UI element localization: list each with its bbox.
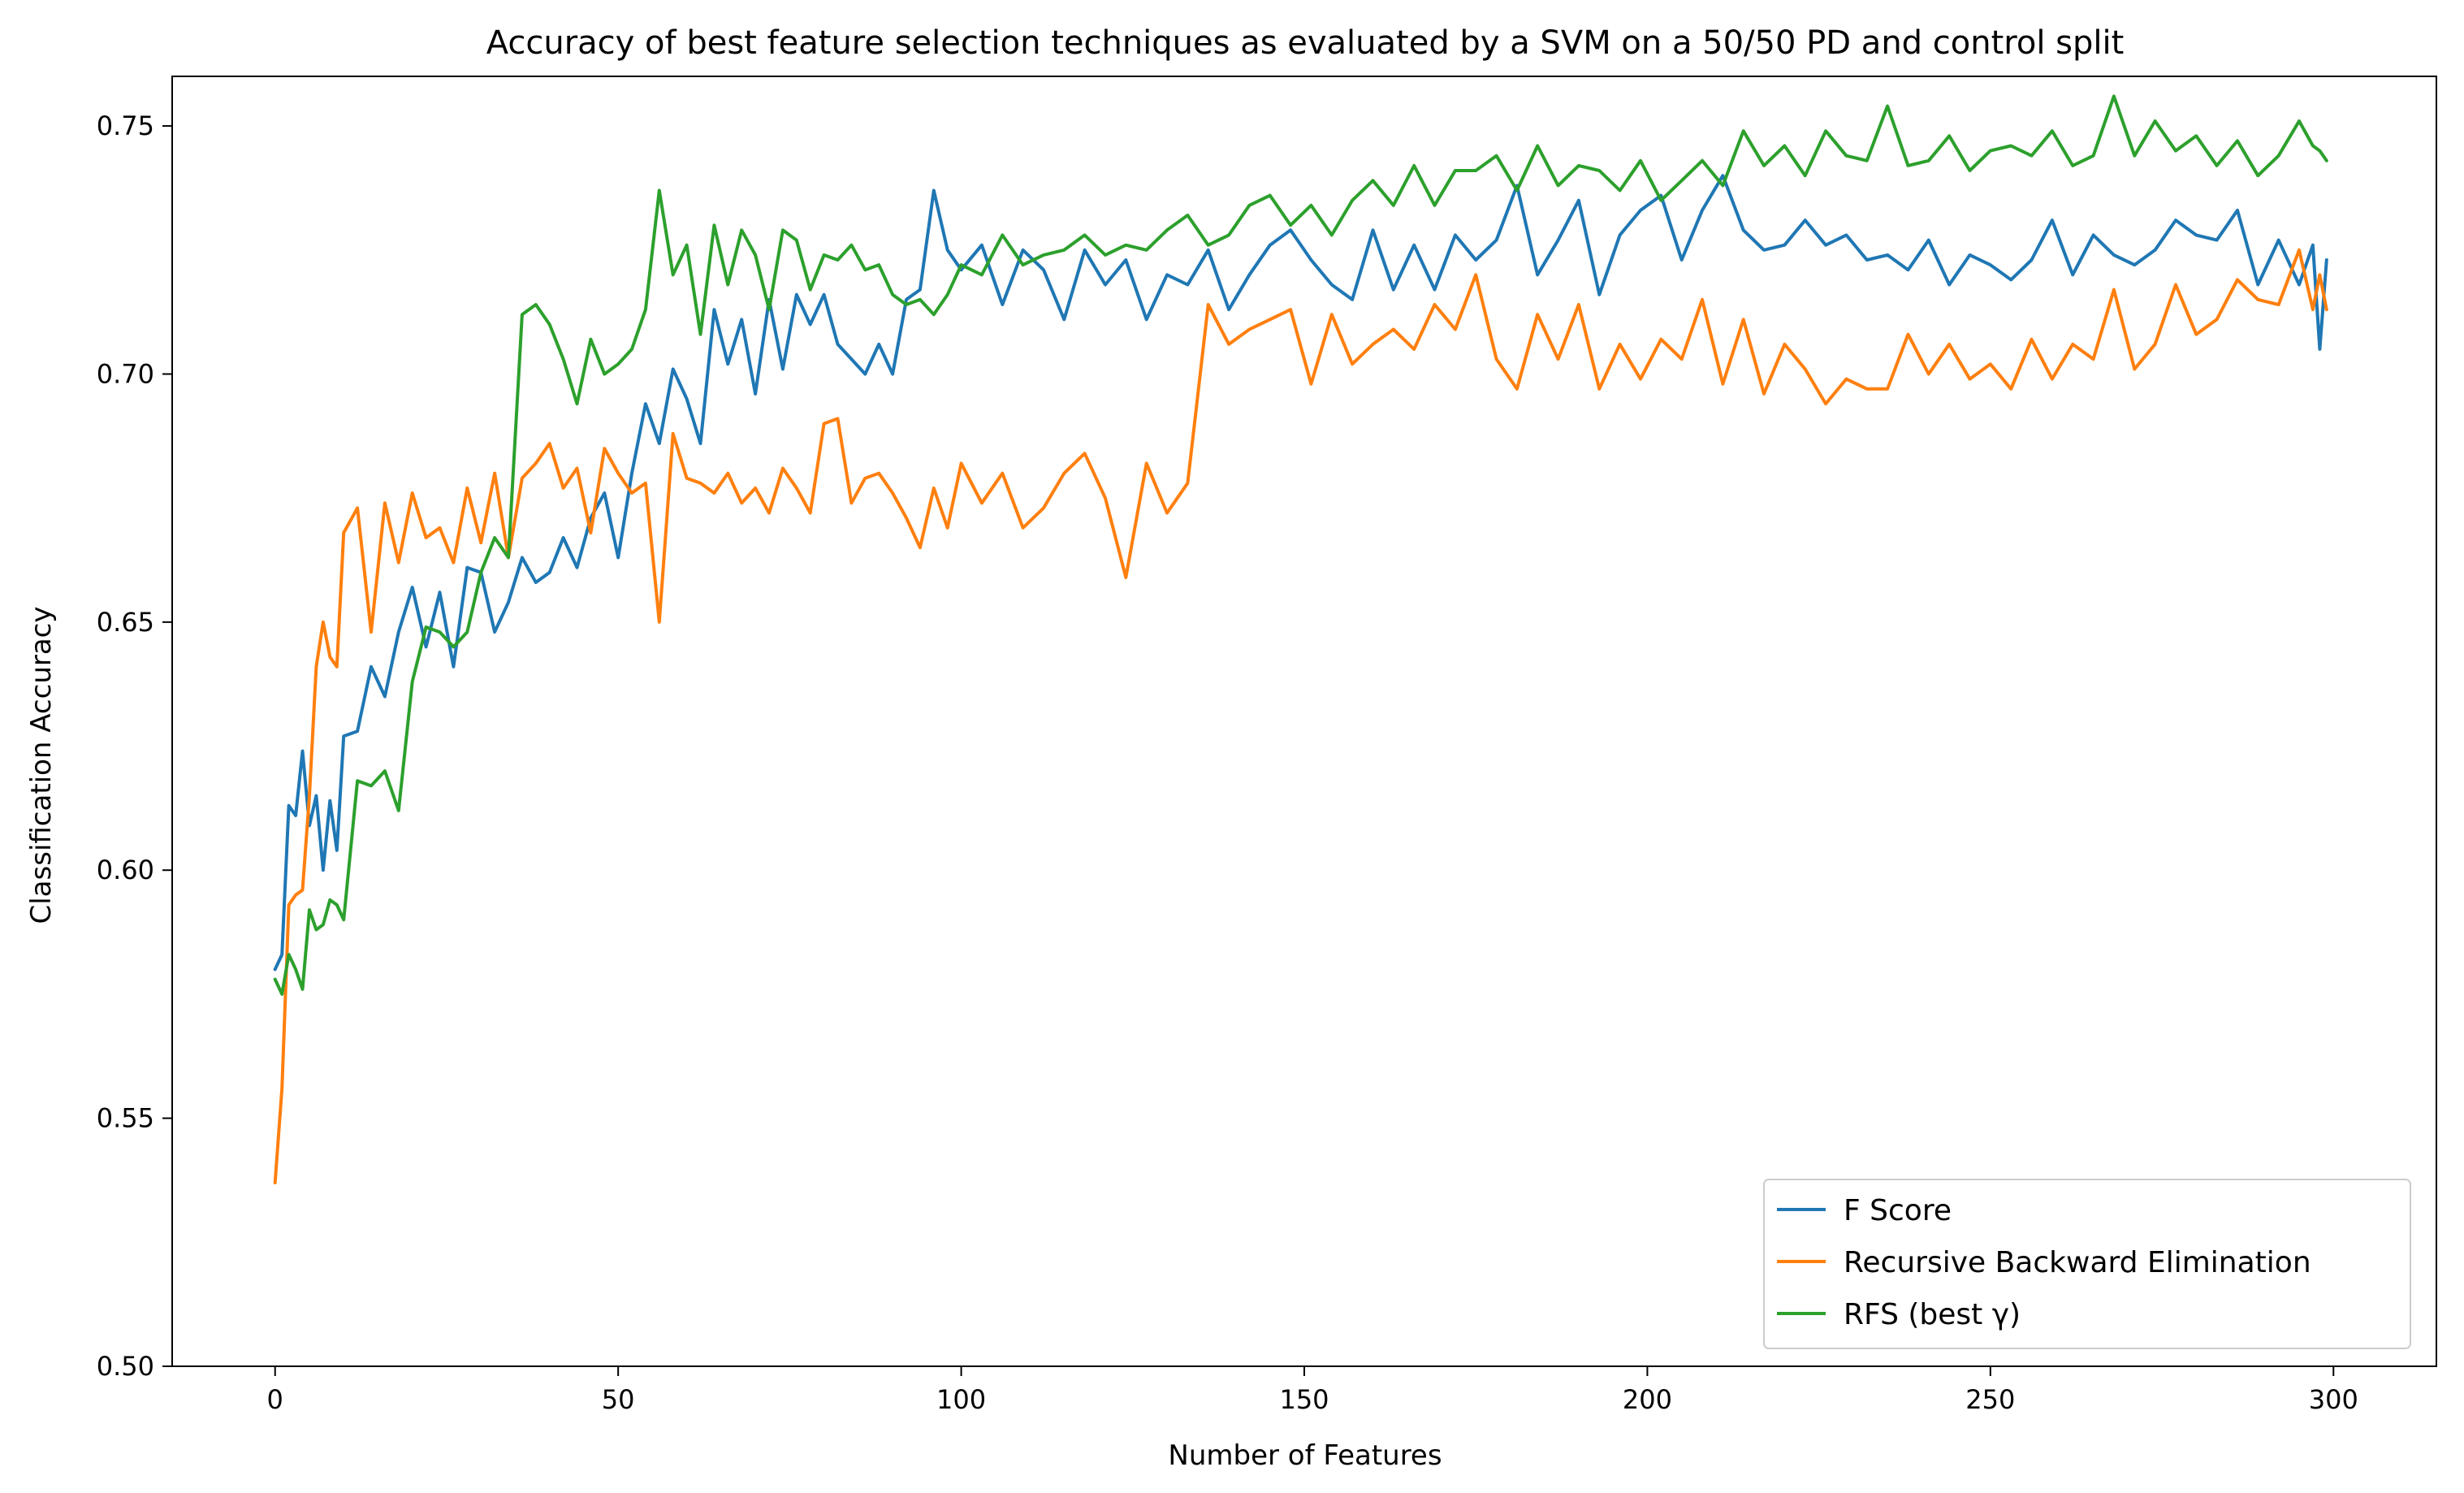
x-axis-label: Number of Features [1168, 1439, 1442, 1472]
series-line-0 [273, 174, 2328, 972]
x-tick-label: 150 [1279, 1384, 1329, 1415]
y-tick-label: 0.70 [97, 358, 154, 389]
x-tick-label: 100 [936, 1384, 986, 1415]
series-line-2 [273, 94, 2328, 996]
x-tick-label: 50 [602, 1384, 635, 1415]
y-tick-label: 0.60 [97, 855, 154, 885]
legend: F Score Recursive Backward Elimination RFS… [1763, 1179, 2411, 1349]
legend-label-2: RFS (best γ) [1844, 1298, 2021, 1331]
legend-label-0: F Score [1844, 1194, 1952, 1227]
plot-area [273, 94, 2328, 1184]
x-tick-label: 0 [267, 1384, 283, 1415]
series-line-1 [273, 248, 2328, 1184]
axes: 0 50 100 150 200 250 300 0.50 0.55 0.60 0.65 0.70 0.… [97, 76, 2437, 1415]
y-axis-label: Classification Accuracy [25, 607, 58, 924]
y-tick-label: 0.55 [97, 1103, 154, 1134]
y-tick-label: 0.50 [97, 1351, 154, 1382]
y-tick-label: 0.75 [97, 110, 154, 141]
x-tick-label: 250 [1965, 1384, 2015, 1415]
x-tick-label: 300 [2309, 1384, 2358, 1415]
y-tick-label: 0.65 [97, 607, 154, 638]
legend-box [1763, 1179, 2411, 1349]
chart-title: Accuracy of best feature selection techn… [486, 24, 2125, 62]
x-tick-label: 200 [1623, 1384, 1672, 1415]
legend-label-1: Recursive Backward Elimination [1844, 1246, 2311, 1279]
